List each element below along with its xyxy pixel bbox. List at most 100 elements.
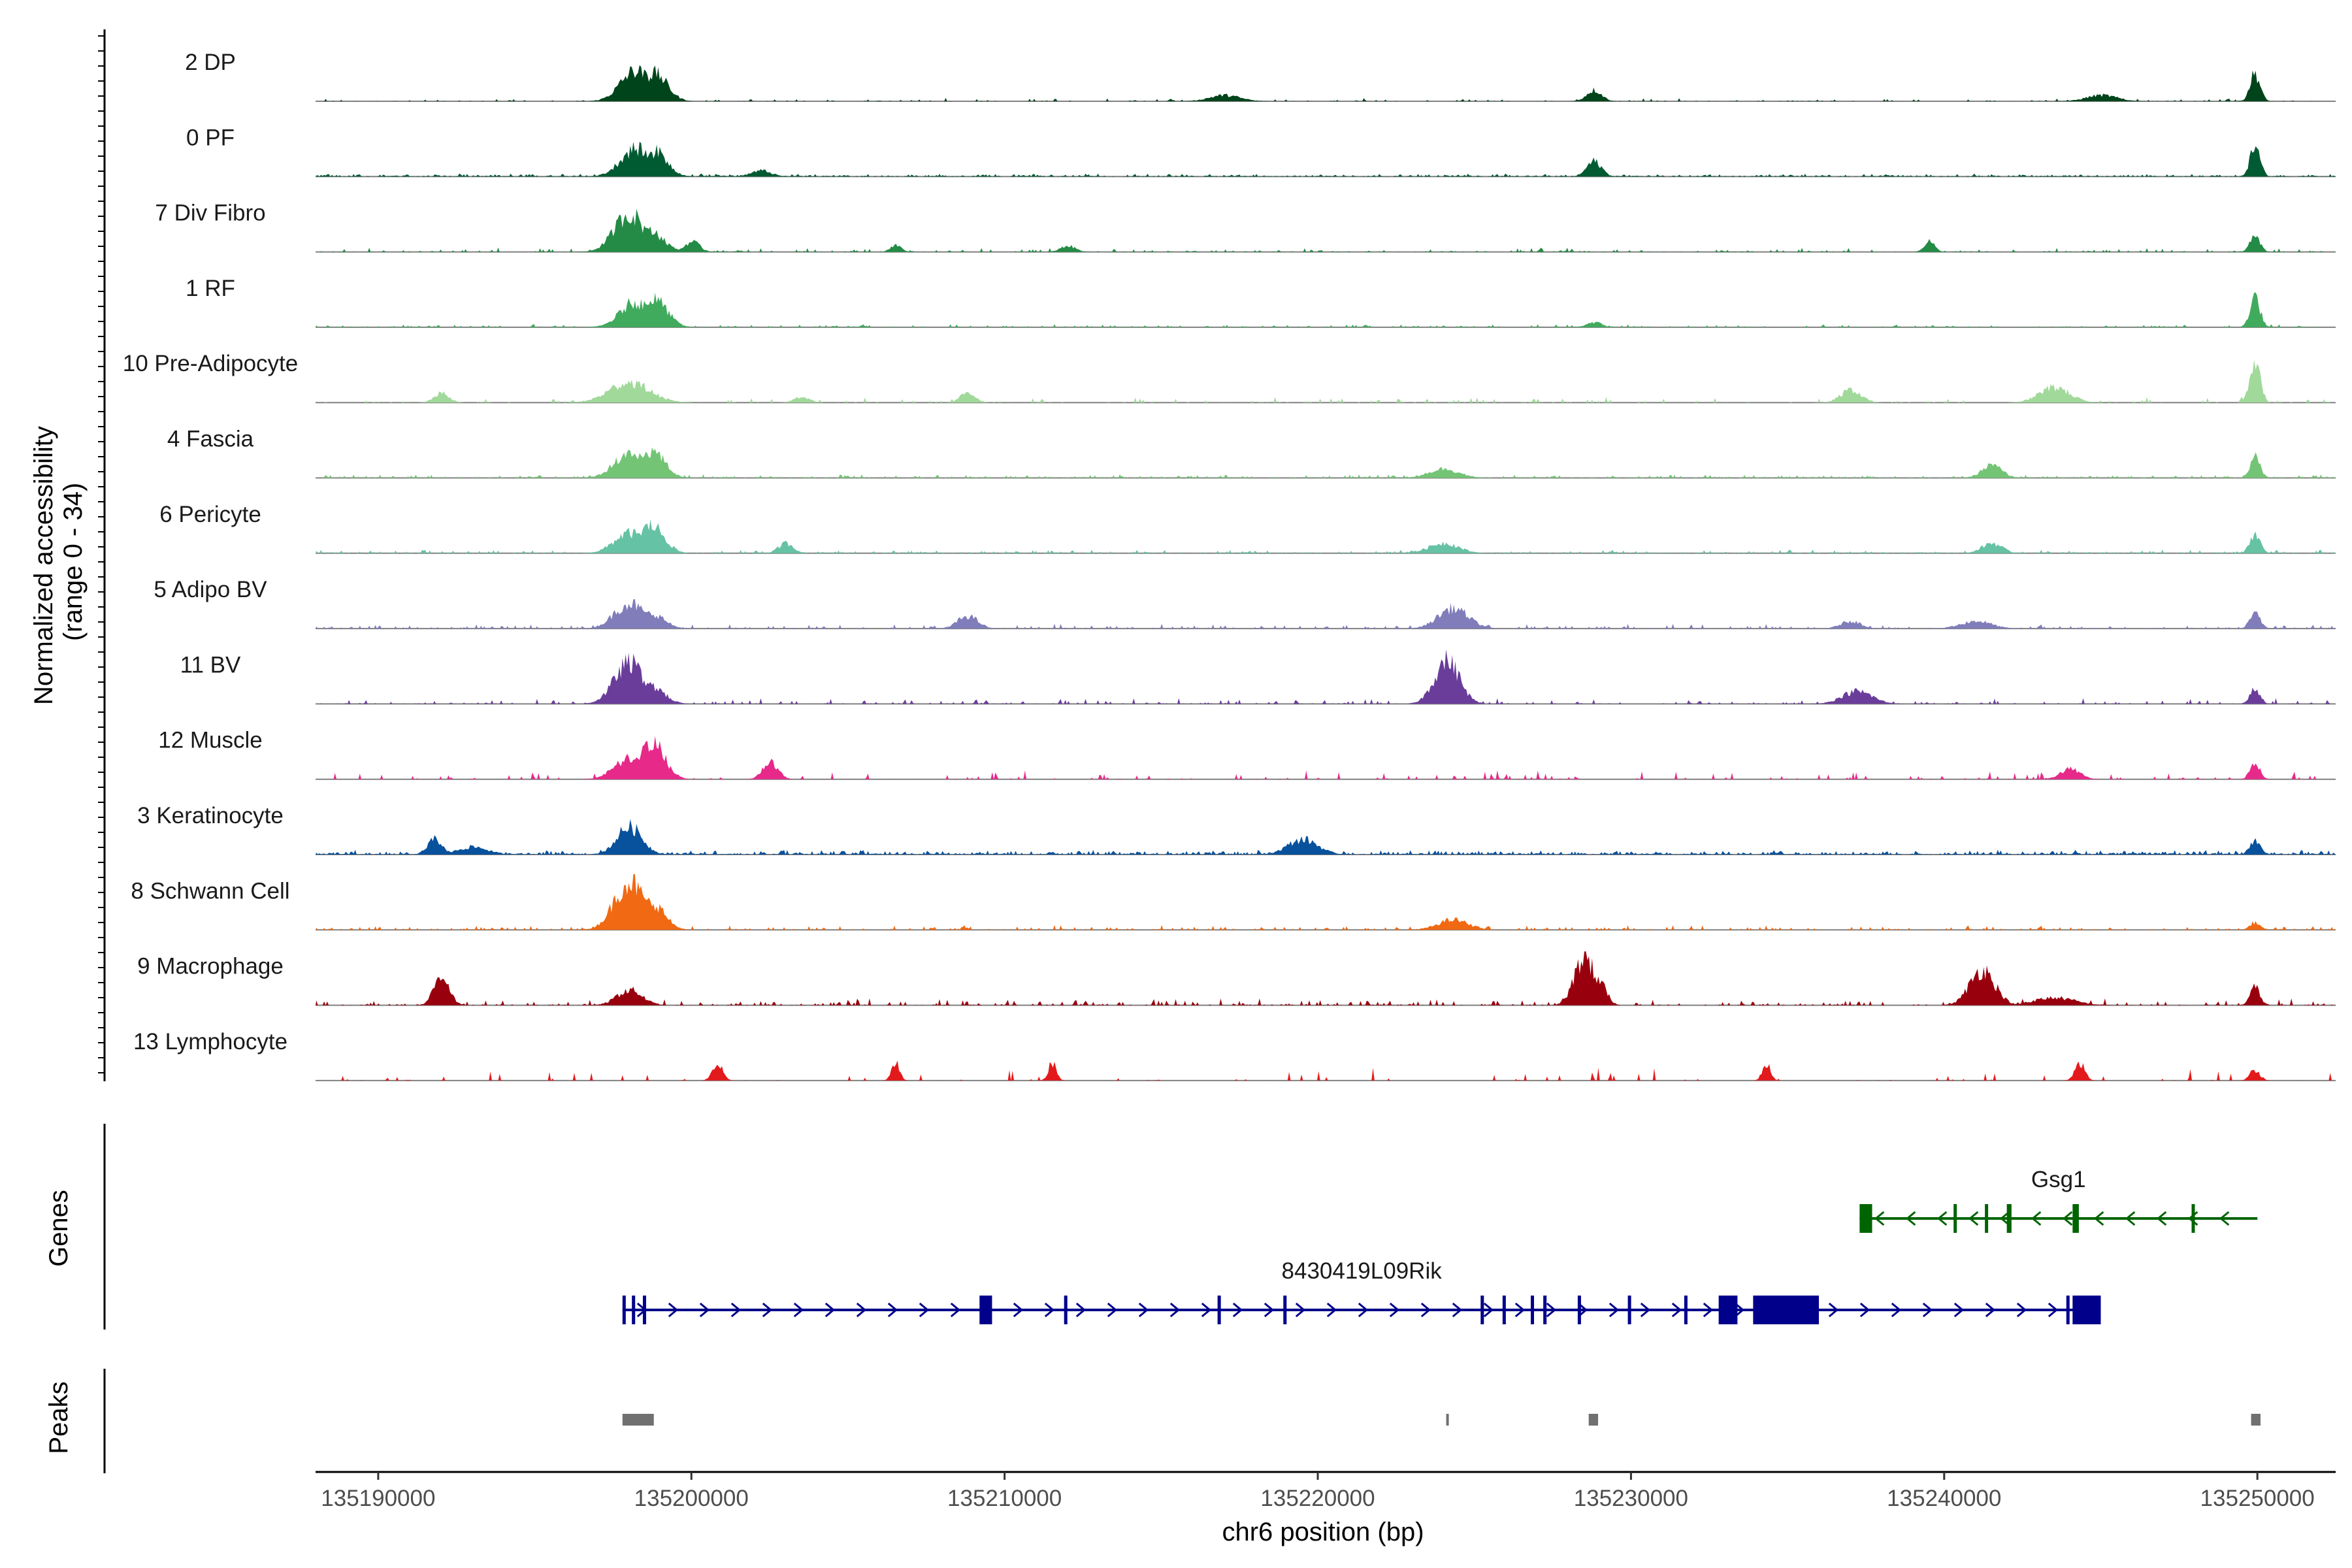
strand-chevron xyxy=(919,1302,930,1318)
strand-chevron xyxy=(1891,1302,1902,1318)
strand-chevron xyxy=(2062,1211,2073,1226)
track-9: 11 BV xyxy=(180,649,2336,705)
strand-chevron xyxy=(2219,1211,2230,1226)
strand-chevron xyxy=(1138,1302,1149,1318)
track-label: 0 PF xyxy=(186,125,235,150)
strand-chevron xyxy=(1546,1302,1557,1318)
track-label: 10 Pre-Adipocyte xyxy=(123,351,298,376)
gene-exon xyxy=(1543,1296,1547,1324)
strand-chevron xyxy=(1107,1302,1118,1318)
track-7: 6 Pericyte xyxy=(159,502,2336,554)
peak-region xyxy=(1588,1414,1599,1426)
gene-exon xyxy=(1480,1296,1484,1324)
strand-chevron xyxy=(1936,1211,1948,1226)
track-coverage-area xyxy=(316,1060,2336,1081)
track-coverage-area xyxy=(316,874,2336,930)
strand-chevron xyxy=(730,1302,742,1318)
gene-exon xyxy=(2191,1204,2195,1233)
track-4: 1 RF xyxy=(186,276,2336,328)
track-coverage-area xyxy=(316,736,2336,779)
track-5: 10 Pre-Adipocyte xyxy=(123,351,2336,404)
strand-chevron xyxy=(1734,1302,1745,1318)
strand-chevron xyxy=(1905,1211,1916,1226)
strand-chevron xyxy=(1828,1302,1839,1318)
gene-exon xyxy=(2072,1204,2079,1233)
strand-chevron xyxy=(1264,1302,1275,1318)
peak-region xyxy=(2251,1414,2261,1426)
x-tick-label: 135210000 xyxy=(947,1486,1062,1511)
track-3: 7 Div Fibro xyxy=(155,201,2336,253)
gene-8430419L09Rik: 8430419L09Rik xyxy=(622,1258,2101,1324)
genes-track-label: Genes xyxy=(44,1190,73,1267)
peak-regions xyxy=(622,1414,2261,1426)
gene-exon xyxy=(979,1296,992,1324)
track-label: 4 Fascia xyxy=(167,427,254,452)
gene-exon xyxy=(1953,1204,1957,1233)
track-14: 13 Lymphocyte xyxy=(133,1029,2336,1081)
strand-chevron xyxy=(1640,1302,1651,1318)
gene-exon xyxy=(2066,1296,2070,1324)
gene-exon xyxy=(1684,1296,1688,1324)
track-12: 8 Schwann Cell xyxy=(131,874,2336,931)
x-tick-label: 135220000 xyxy=(1260,1486,1375,1511)
strand-chevron xyxy=(2031,1211,2042,1226)
coverage-tracks: 2 DP 0 PF 7 Div Fibro 1 RF 10 Pre-Adipocyte 4… xyxy=(123,50,2336,1081)
gene-exon xyxy=(1283,1296,1287,1324)
track-10: 12 Muscle xyxy=(158,728,2336,780)
x-tick-label: 135240000 xyxy=(1887,1486,2001,1511)
peak-region xyxy=(1446,1414,1449,1426)
peaks-track-label: Peaks xyxy=(44,1381,73,1454)
track-coverage-area xyxy=(316,292,2336,327)
strand-chevron xyxy=(1609,1302,1620,1318)
strand-chevron xyxy=(699,1302,710,1318)
track-label: 2 DP xyxy=(185,50,236,75)
strand-chevron xyxy=(1514,1302,1526,1318)
strand-chevron xyxy=(1358,1302,1369,1318)
gene-exon xyxy=(1502,1296,1506,1324)
x-tick-label: 135230000 xyxy=(1574,1486,1688,1511)
y-axis-title-line2: (range 0 - 34) xyxy=(59,483,88,641)
strand-chevron xyxy=(856,1302,867,1318)
gene-exon xyxy=(2006,1204,2012,1233)
y-axis-title: Normalized accessibility (range 0 - 34) xyxy=(29,419,88,705)
gene-exon xyxy=(1064,1296,1068,1324)
track-label: 1 RF xyxy=(186,276,235,301)
track-label: 5 Adipo BV xyxy=(154,577,267,602)
x-tick-label: 135200000 xyxy=(634,1486,749,1511)
strand-chevron xyxy=(1874,1211,1885,1226)
gene-label: 8430419L09Rik xyxy=(1282,1258,1443,1284)
x-axis: 135190000 135200000 135210000 135220000 1352… xyxy=(316,1471,2336,1511)
strand-chevron xyxy=(1389,1302,1400,1318)
track-label: 11 BV xyxy=(180,652,241,678)
strand-chevron xyxy=(1295,1302,1306,1318)
track-coverage-area xyxy=(316,142,2336,177)
strand-chevron xyxy=(1968,1211,1979,1226)
strand-chevron xyxy=(1922,1302,1933,1318)
track-coverage-area xyxy=(316,208,2336,252)
gene-exon xyxy=(1718,1296,1738,1324)
gene-exon xyxy=(1985,1204,1989,1233)
y-axis-title-line1: Normalized accessibility xyxy=(29,426,58,705)
gene-exon xyxy=(632,1296,636,1324)
gene-exon xyxy=(1217,1296,1221,1324)
track-label: 8 Schwann Cell xyxy=(131,878,289,904)
track-label: 12 Muscle xyxy=(158,728,263,753)
gene-exon xyxy=(642,1296,646,1324)
strand-chevron xyxy=(668,1302,679,1318)
gene-exon xyxy=(1859,1204,1872,1233)
x-axis-title: chr6 position (bp) xyxy=(1222,1518,1424,1546)
strand-chevron xyxy=(1985,1302,1996,1318)
track-8: 5 Adipo BV xyxy=(154,577,2336,630)
strand-chevron xyxy=(762,1302,773,1318)
strand-chevron xyxy=(1671,1302,1682,1318)
gene-annotations: Gsg1 8430419L09Rik xyxy=(622,1167,2258,1324)
strand-chevron xyxy=(2125,1211,2136,1226)
gene-exon xyxy=(1577,1296,1581,1324)
strand-chevron xyxy=(2048,1302,2059,1318)
track-coverage-area xyxy=(316,65,2336,101)
x-tick-label: 135250000 xyxy=(2200,1486,2315,1511)
strand-chevron xyxy=(1232,1302,1243,1318)
track-coverage-area xyxy=(316,359,2336,403)
track-coverage-area xyxy=(316,649,2336,704)
track-1: 2 DP xyxy=(185,50,2336,102)
